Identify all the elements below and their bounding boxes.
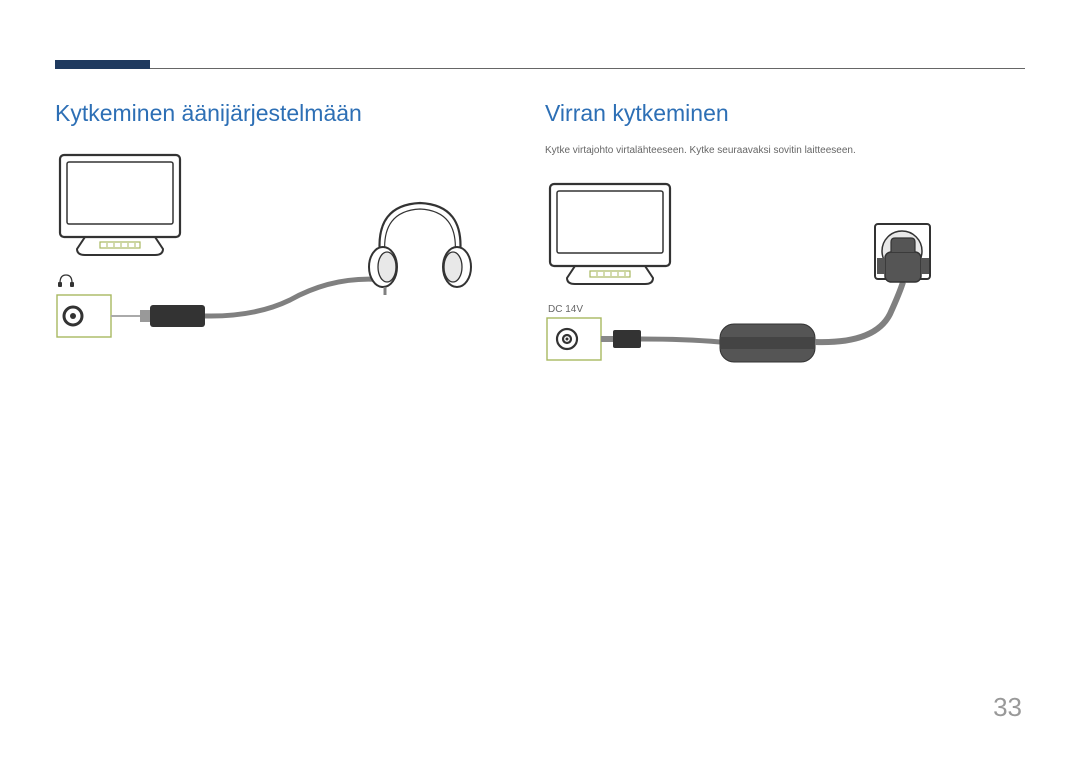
wall-outlet-icon	[875, 224, 930, 282]
power-cable-2	[815, 282, 903, 342]
audio-port-box	[57, 295, 111, 337]
headphone-port-icon	[58, 275, 74, 287]
audio-jack-icon	[111, 305, 205, 327]
power-cable-1	[641, 339, 720, 342]
dc-label: DC 14V	[548, 304, 583, 315]
dc-port-box	[547, 318, 601, 360]
left-column: Kytkeminen äänijärjestelmään	[55, 100, 495, 385]
page-number: 33	[993, 692, 1022, 723]
right-title: Virran kytkeminen	[545, 100, 1025, 127]
audio-cable	[205, 279, 385, 316]
power-instruction: Kytke virtajohto virtalähteeseen. Kytke …	[545, 145, 1025, 156]
left-title: Kytkeminen äänijärjestelmään	[55, 100, 495, 127]
header-tab	[55, 60, 150, 69]
header-rule	[55, 68, 1025, 69]
power-adapter-icon	[720, 324, 815, 362]
right-column: Virran kytkeminen Kytke virtajohto virta…	[545, 100, 1025, 414]
monitor-icon-2	[550, 184, 670, 284]
headphones-icon	[369, 203, 471, 295]
dc-plug-icon	[601, 330, 641, 348]
monitor-icon	[60, 155, 180, 255]
audio-diagram	[55, 145, 475, 385]
power-diagram: DC 14V	[545, 174, 1015, 414]
